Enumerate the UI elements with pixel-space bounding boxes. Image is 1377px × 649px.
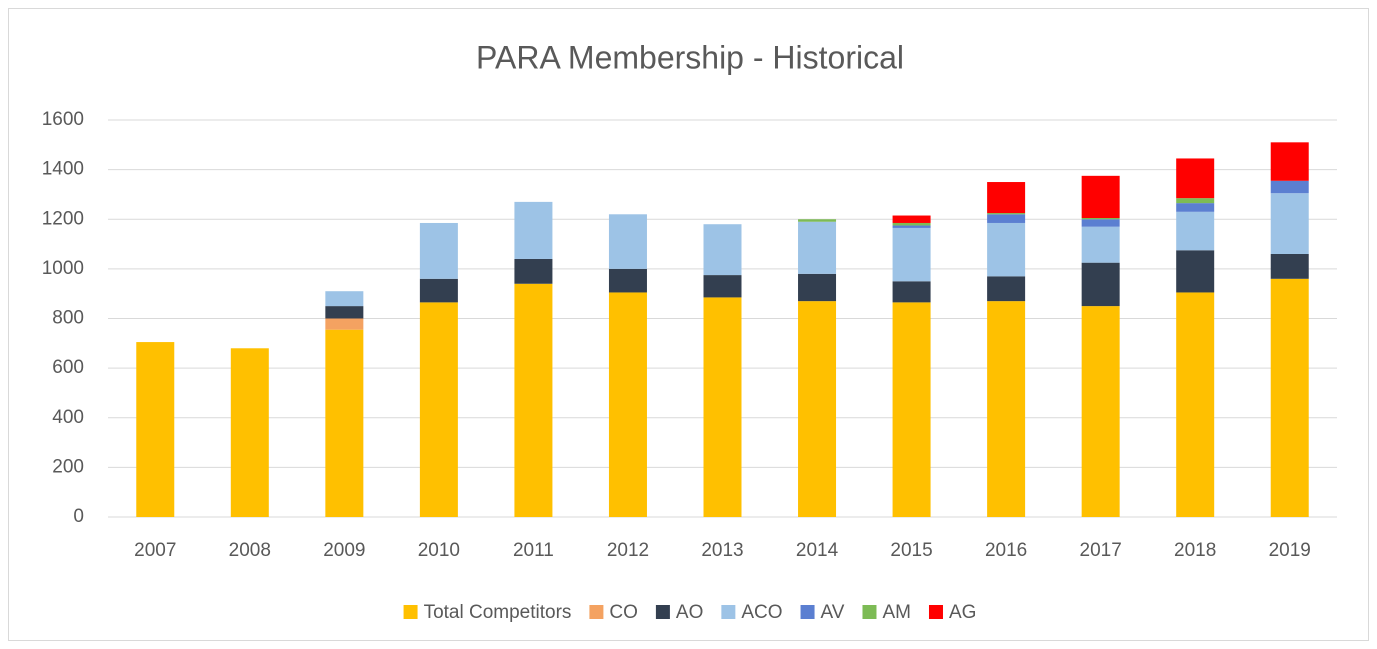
bar-segment xyxy=(1176,203,1215,212)
x-tick-label: 2019 xyxy=(1269,540,1311,561)
bar-segment xyxy=(608,214,647,269)
x-tick-label: 2009 xyxy=(323,540,365,561)
bar-segment xyxy=(325,318,364,330)
bar-segment xyxy=(1081,226,1120,263)
legend-swatch xyxy=(589,605,604,619)
bar-segment xyxy=(419,278,458,303)
y-tick-label: 200 xyxy=(52,456,84,477)
bar-segment xyxy=(1176,211,1215,251)
x-tick-label: 2016 xyxy=(985,540,1027,561)
x-tick-label: 2008 xyxy=(229,540,271,561)
bar-segment xyxy=(1081,306,1120,517)
chart-title: PARA Membership - Historical xyxy=(476,39,904,75)
legend-label: AM xyxy=(882,602,911,623)
bar-segment xyxy=(892,281,931,303)
legend-label: ACO xyxy=(741,602,782,623)
bar-segment xyxy=(1270,253,1309,279)
bar-segment xyxy=(1081,219,1120,227)
bar-segment xyxy=(419,222,458,279)
bar-segment xyxy=(892,215,931,223)
bar-segment xyxy=(892,225,931,228)
y-tick-label: 400 xyxy=(52,407,84,428)
bar-segment xyxy=(1176,292,1215,517)
x-tick-label: 2012 xyxy=(607,540,649,561)
bar-segment xyxy=(325,291,364,307)
legend-swatch xyxy=(721,605,736,619)
x-tick-label: 2010 xyxy=(418,540,460,561)
bar-segment xyxy=(608,292,647,517)
legend-swatch xyxy=(928,605,943,619)
legend-label: Total Competitors xyxy=(424,602,572,623)
bar-segment xyxy=(798,301,837,517)
bar-segment xyxy=(703,224,742,276)
y-tick-label: 1000 xyxy=(42,258,84,279)
legend-label: AG xyxy=(949,602,976,623)
legend-label: AV xyxy=(821,602,845,623)
bar-segment xyxy=(514,258,553,284)
legend-label: CO xyxy=(609,602,638,623)
bar-segment xyxy=(703,297,742,517)
bar-segment xyxy=(419,302,458,517)
bar-segment xyxy=(892,222,931,226)
bar-segment xyxy=(1270,142,1309,181)
x-tick-label: 2014 xyxy=(796,540,839,561)
y-tick-label: 1400 xyxy=(42,159,84,180)
x-tick-label: 2011 xyxy=(513,540,554,561)
bar-segment xyxy=(1270,193,1309,254)
bar-segment xyxy=(703,275,742,298)
x-tick-label: 2007 xyxy=(134,540,176,561)
x-tick-label: 2015 xyxy=(890,540,932,561)
bar-segment xyxy=(987,222,1026,277)
bar-segment xyxy=(1176,158,1215,199)
y-tick-label: 600 xyxy=(52,357,84,378)
bar-segment xyxy=(987,182,1026,214)
legend-swatch xyxy=(862,605,877,619)
bar-segment xyxy=(1270,180,1309,194)
x-tick-label: 2017 xyxy=(1080,540,1122,561)
bar-segment xyxy=(1176,198,1215,204)
bar-segment xyxy=(987,213,1026,215)
y-tick-label: 1600 xyxy=(42,109,84,130)
legend-swatch xyxy=(800,605,815,619)
legend-swatch xyxy=(655,605,670,619)
bar-segment xyxy=(1270,278,1309,517)
bar-segment xyxy=(987,214,1026,223)
x-tick-label: 2018 xyxy=(1174,540,1216,561)
chart-frame xyxy=(8,8,1369,641)
bar-segment xyxy=(1176,250,1215,293)
bar-segment xyxy=(798,221,837,274)
bar-segment xyxy=(325,306,364,319)
bar-segment xyxy=(1081,218,1120,220)
bar-segment xyxy=(798,273,837,302)
y-tick-label: 0 xyxy=(73,506,84,527)
bar-segment xyxy=(136,342,175,517)
legend-swatch xyxy=(403,605,418,619)
legend-label: AO xyxy=(676,602,703,623)
bar-segment xyxy=(1081,262,1120,307)
bar-segment xyxy=(892,227,931,282)
bar-segment xyxy=(608,268,647,293)
bar-segment xyxy=(325,329,364,517)
bar-segment xyxy=(514,283,553,517)
x-tick-label: 2013 xyxy=(701,540,743,561)
bar-segment xyxy=(230,348,269,517)
bar-segment xyxy=(1081,175,1120,219)
bar-segment xyxy=(798,219,837,222)
bar-segment xyxy=(987,276,1026,302)
y-tick-label: 800 xyxy=(52,308,84,329)
y-tick-label: 1200 xyxy=(42,208,84,229)
bar-segment xyxy=(514,201,553,259)
bar-segment xyxy=(892,302,931,517)
bar-segment xyxy=(987,301,1026,517)
